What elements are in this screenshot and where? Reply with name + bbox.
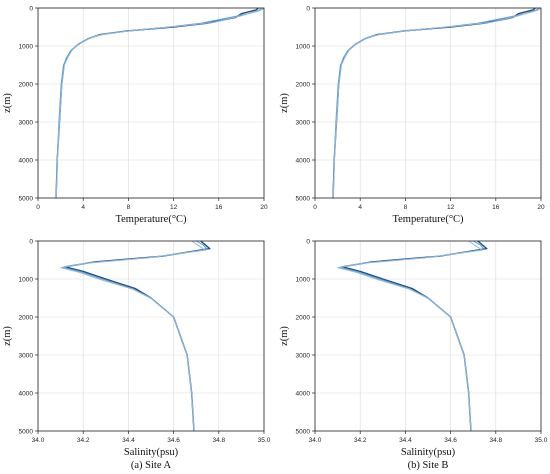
x-tick-label: 8 bbox=[404, 204, 408, 211]
chart-panel-top-right: 0 4 8 12 16 20 0 1000 2000 3000 4000 5000 Temperatur… bbox=[279, 5, 545, 225]
x-tick-label: 34.0 bbox=[32, 437, 45, 444]
chart-panel-bottom-left: 34.0 34.2 34.4 34.6 34.8 35.0 0 1000 2000 3000 400… bbox=[2, 238, 271, 471]
x-tick-label: 34.6 bbox=[167, 437, 180, 444]
x-tick-label: 34.6 bbox=[444, 437, 457, 444]
y-axis-label: z(m) bbox=[2, 93, 13, 113]
y-tick-label: 1000 bbox=[19, 43, 34, 50]
panel-caption: (a) Site A bbox=[131, 460, 172, 471]
x-tick-label: 8 bbox=[127, 204, 131, 211]
y-tick-label: 1000 bbox=[296, 43, 311, 50]
panel-caption: (b) Site B bbox=[408, 460, 449, 471]
y-axis-label: z(m) bbox=[279, 326, 290, 346]
series-line-1 bbox=[64, 240, 211, 432]
x-tick-label: 35.0 bbox=[535, 437, 548, 444]
series-line-2 bbox=[339, 240, 485, 432]
series-line-3 bbox=[55, 7, 265, 199]
y-tick-label: 5000 bbox=[296, 195, 311, 202]
y-tick-label: 1000 bbox=[296, 276, 311, 283]
series-line-3 bbox=[332, 7, 542, 199]
y-tick-label: 0 bbox=[29, 238, 33, 245]
x-tick-label: 12 bbox=[447, 204, 455, 211]
x-tick-label: 34.8 bbox=[212, 437, 225, 444]
plot-frame bbox=[314, 240, 542, 432]
x-tick-label: 34.0 bbox=[309, 437, 322, 444]
y-tick-label: 2000 bbox=[296, 314, 311, 321]
y-tick-label: 5000 bbox=[19, 428, 34, 435]
x-axis-label: Temperature(°C) bbox=[115, 214, 187, 225]
x-tick-label: 34.2 bbox=[354, 437, 367, 444]
y-tick-label: 3000 bbox=[296, 119, 311, 126]
x-tick-label: 4 bbox=[81, 204, 85, 211]
y-axis-label: z(m) bbox=[2, 326, 13, 346]
y-tick-label: 3000 bbox=[19, 119, 34, 126]
x-axis-label: Salinity(psu) bbox=[124, 447, 179, 458]
x-tick-label: 0 bbox=[36, 204, 40, 211]
x-tick-label: 34.8 bbox=[489, 437, 502, 444]
series-line-2 bbox=[332, 7, 540, 199]
x-tick-label: 34.4 bbox=[399, 437, 412, 444]
y-tick-label: 0 bbox=[29, 5, 33, 12]
y-tick-label: 0 bbox=[306, 238, 310, 245]
y-tick-label: 1000 bbox=[19, 276, 34, 283]
x-axis-label: Salinity(psu) bbox=[401, 447, 456, 458]
plot-frame bbox=[314, 7, 542, 199]
x-tick-label: 20 bbox=[537, 204, 545, 211]
chart-panel-top-left: 0 4 8 12 16 20 0 1000 2000 3000 4000 5000 Temperatur… bbox=[2, 5, 268, 225]
x-tick-label: 0 bbox=[313, 204, 317, 211]
y-tick-label: 5000 bbox=[19, 195, 34, 202]
plot-frame bbox=[37, 7, 265, 199]
series-line-1 bbox=[332, 7, 536, 199]
series-line-3 bbox=[337, 240, 483, 432]
y-tick-label: 4000 bbox=[296, 157, 311, 164]
chart-panel-bottom-right: 34.0 34.2 34.4 34.6 34.8 35.0 0 1000 2000 3000 400… bbox=[279, 238, 548, 471]
x-tick-label: 34.2 bbox=[77, 437, 90, 444]
series-line-2 bbox=[62, 240, 208, 432]
x-tick-label: 16 bbox=[492, 204, 500, 211]
y-tick-label: 3000 bbox=[296, 352, 311, 359]
x-tick-label: 34.4 bbox=[122, 437, 135, 444]
series-line-1 bbox=[55, 7, 259, 199]
y-tick-label: 2000 bbox=[296, 81, 311, 88]
x-tick-label: 12 bbox=[170, 204, 178, 211]
series-line-2 bbox=[55, 7, 263, 199]
x-tick-label: 4 bbox=[358, 204, 362, 211]
y-tick-label: 3000 bbox=[19, 352, 34, 359]
y-tick-label: 4000 bbox=[19, 390, 34, 397]
y-tick-label: 4000 bbox=[19, 157, 34, 164]
x-tick-label: 16 bbox=[215, 204, 223, 211]
y-tick-label: 2000 bbox=[19, 314, 34, 321]
plot-frame bbox=[37, 240, 265, 432]
y-tick-label: 5000 bbox=[296, 428, 311, 435]
y-tick-label: 2000 bbox=[19, 81, 34, 88]
x-tick-label: 20 bbox=[260, 204, 268, 211]
series-line-3 bbox=[60, 240, 206, 432]
x-tick-label: 35.0 bbox=[258, 437, 271, 444]
y-tick-label: 4000 bbox=[296, 390, 311, 397]
y-tick-label: 0 bbox=[306, 5, 310, 12]
series-line-1 bbox=[341, 240, 488, 432]
x-axis-label: Temperature(°C) bbox=[392, 214, 464, 225]
y-axis-label: z(m) bbox=[279, 93, 290, 113]
